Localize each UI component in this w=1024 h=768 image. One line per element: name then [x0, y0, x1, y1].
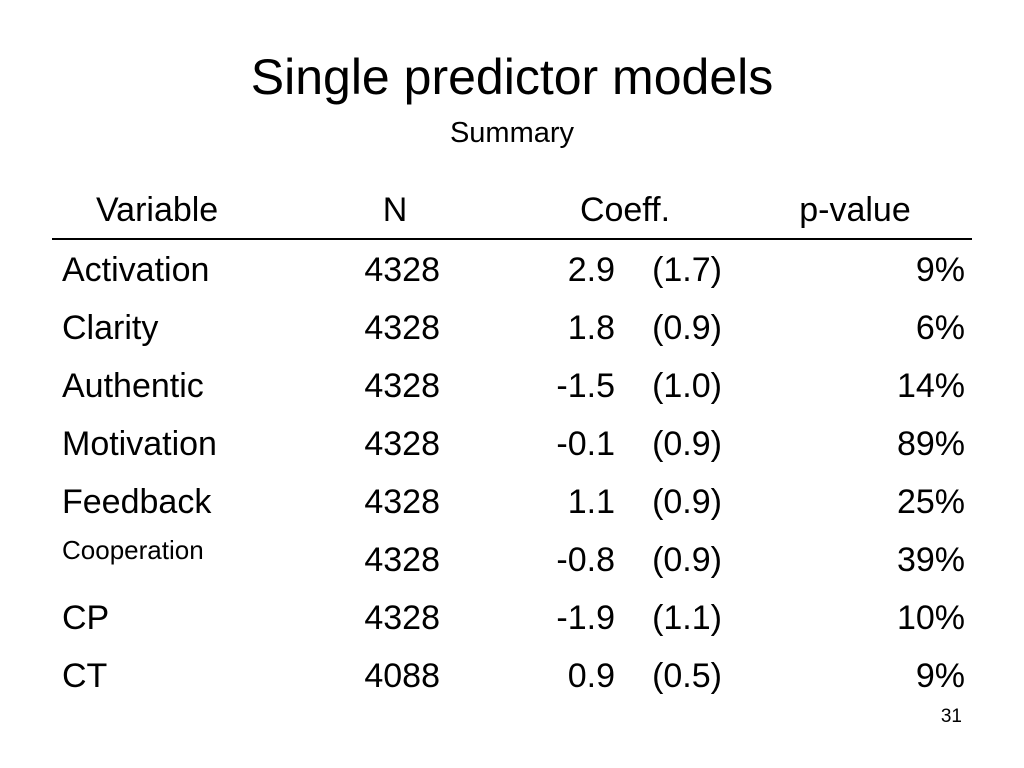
page-number: 31 [940, 706, 962, 727]
row-std-error: (0.9) [652, 541, 722, 579]
row-p-value: 25% [896, 483, 965, 521]
row-std-error: (1.7) [652, 251, 722, 289]
row-variable: Feedback [62, 483, 212, 521]
row-std-error: (1.1) [652, 599, 722, 637]
table-row: Cooperation 4328 -0.8 (0.9) 39% [0, 535, 1024, 598]
table-row: CP 4328 -1.9 (1.1) 10% [0, 598, 1024, 656]
row-std-error: (0.9) [652, 483, 722, 521]
row-n: 4328 [364, 425, 440, 463]
row-std-error: (0.9) [652, 309, 722, 347]
table-row: Motivation 4328 -0.1 (0.9) 89% [0, 424, 1024, 482]
slide-title: Single predictor models [250, 49, 774, 105]
header-divider [52, 238, 972, 240]
row-coeff: -1.9 [556, 599, 615, 637]
table-row: Feedback 4328 1.1 (0.9) 25% [0, 482, 1024, 540]
row-coeff: -0.8 [556, 541, 615, 579]
row-n: 4088 [364, 657, 440, 695]
row-p-value: 9% [915, 251, 965, 289]
row-n: 4328 [364, 599, 440, 637]
header-coeff: Coeff. [579, 191, 671, 229]
row-coeff: 1.1 [567, 483, 615, 521]
row-p-value: 9% [915, 657, 965, 695]
row-p-value: 89% [896, 425, 965, 463]
row-n: 4328 [364, 309, 440, 347]
row-p-value: 14% [896, 367, 965, 405]
row-coeff: 2.9 [567, 251, 615, 289]
row-coeff: 1.8 [567, 309, 615, 347]
table-header-row: Variable N Coeff. p-value [52, 190, 972, 236]
row-n: 4328 [364, 367, 440, 405]
row-coeff: 0.9 [567, 657, 615, 695]
row-std-error: (1.0) [652, 367, 722, 405]
table-row: Clarity 4328 1.8 (0.9) 6% [0, 308, 1024, 366]
row-n: 4328 [364, 483, 440, 521]
row-variable: Cooperation [62, 535, 204, 565]
row-variable: CT [62, 657, 108, 695]
row-p-value: 39% [896, 541, 965, 579]
header-p-value: p-value [799, 191, 911, 229]
table-row: Authentic 4328 -1.5 (1.0) 14% [0, 366, 1024, 424]
row-n: 4328 [364, 541, 440, 579]
row-variable: Motivation [62, 425, 217, 463]
row-std-error: (0.9) [652, 425, 722, 463]
slide-subtitle: Summary [449, 117, 575, 149]
row-std-error: (0.5) [652, 657, 722, 695]
table-row: CT 4088 0.9 (0.5) 9% [0, 656, 1024, 714]
table-row: Activation 4328 2.9 (1.7) 9% [0, 250, 1024, 308]
row-coeff: -1.5 [556, 367, 615, 405]
row-variable: Authentic [62, 367, 204, 405]
row-n: 4328 [364, 251, 440, 289]
row-variable: CP [62, 599, 110, 637]
row-p-value: 10% [896, 599, 965, 637]
header-n: N [382, 191, 408, 229]
row-variable: Activation [62, 251, 210, 289]
row-variable: Clarity [62, 309, 159, 347]
header-variable: Variable [96, 191, 219, 229]
row-coeff: -0.1 [556, 425, 615, 463]
row-p-value: 6% [915, 309, 965, 347]
